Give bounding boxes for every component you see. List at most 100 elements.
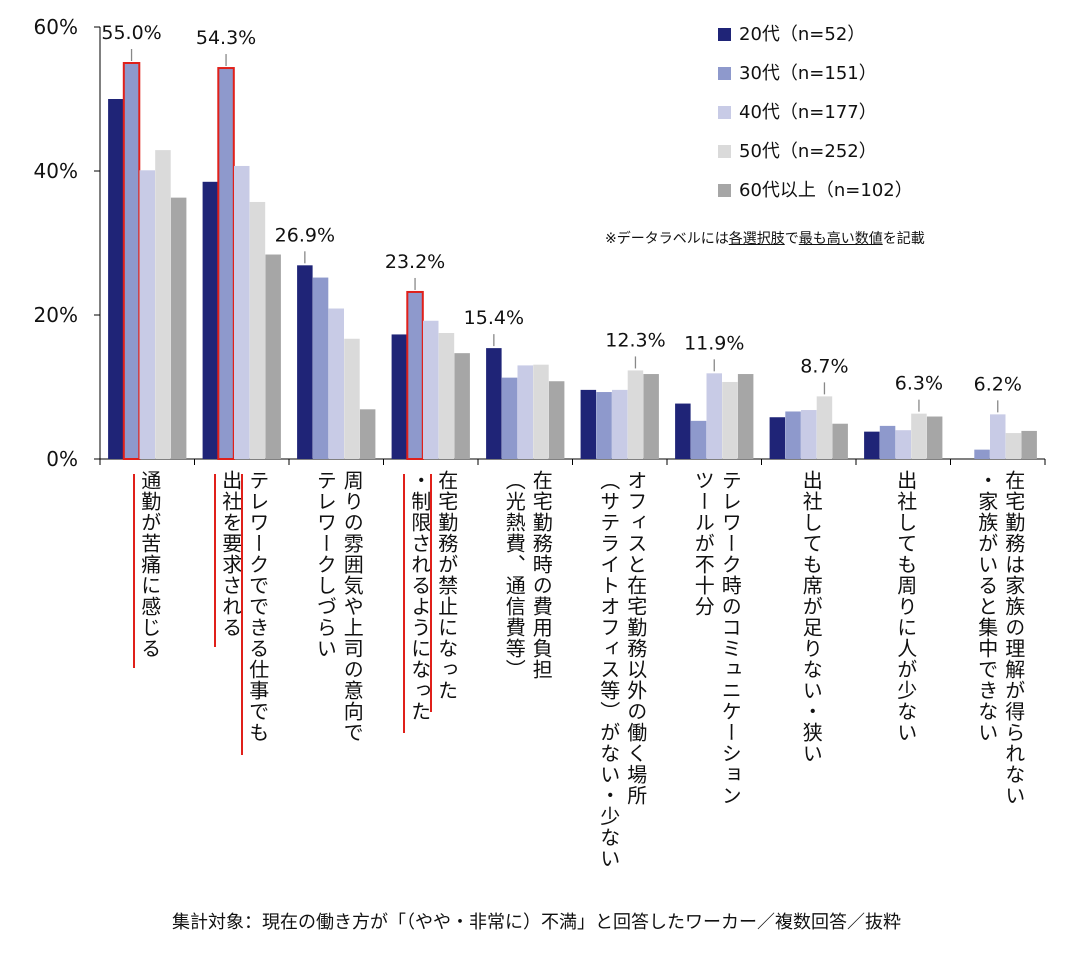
- bar: [344, 338, 360, 459]
- bar: [155, 150, 171, 459]
- category-label: テレワークでできる仕事でも 出社を要求される: [217, 470, 271, 743]
- category-label: 通勤が苦痛に感じる: [136, 470, 163, 659]
- y-tick-label: 40%: [34, 159, 78, 183]
- category-label-line: テレワークでできる仕事でも: [245, 470, 270, 743]
- bar: [832, 423, 848, 459]
- category-label-line: テレワーク時のコミュニケーション: [718, 470, 743, 806]
- legend-label: 50代（n=252）: [739, 141, 877, 162]
- category-underline: [429, 474, 432, 712]
- bar: [312, 277, 329, 459]
- bar: [359, 409, 376, 459]
- legend-label: 60代以上（n=102）: [739, 180, 913, 201]
- data-label: 55.0%: [101, 22, 161, 44]
- note-prefix: ※データラベルには: [605, 231, 729, 247]
- bar: [454, 353, 470, 459]
- bar: [123, 63, 140, 459]
- note-underline-2: 最も高い数値: [798, 231, 883, 247]
- category-label-line: 出社しても席が足りない・狭い: [799, 470, 824, 764]
- legend-item: 20代（n=52）: [718, 20, 865, 46]
- bar: [926, 416, 943, 459]
- bar: [234, 165, 250, 459]
- category-underline: [240, 474, 243, 755]
- bar-highlight: [406, 290, 424, 460]
- bar: [580, 389, 597, 459]
- bar: [297, 265, 313, 459]
- data-label: 12.3%: [605, 329, 665, 351]
- note-suffix: を記載: [882, 231, 925, 247]
- data-label: 6.2%: [974, 373, 1022, 395]
- bar: [690, 420, 707, 459]
- bar: [612, 389, 628, 459]
- legend-label: 30代（n=151）: [739, 63, 877, 84]
- category-label-line: 在宅勤務が禁止になった: [434, 470, 459, 701]
- category-label: 出社しても周りに人が少ない: [892, 470, 919, 743]
- bar: [675, 403, 691, 459]
- bar: [596, 392, 612, 459]
- bar-highlight: [122, 62, 141, 460]
- data-label: 11.9%: [684, 332, 744, 354]
- category-label: テレワーク時のコミュニケーション ツールが不十分: [689, 470, 743, 806]
- bar: [911, 413, 927, 459]
- bar: [816, 396, 833, 459]
- bar: [1005, 433, 1022, 459]
- bar: [218, 68, 234, 459]
- category-label-line: （サテライトオフィス等）がない・少ない: [596, 470, 621, 869]
- bar-highlight: [217, 67, 235, 460]
- category-label-line: 通勤が苦痛に感じる: [137, 470, 162, 659]
- data-label: 15.4%: [464, 307, 524, 329]
- category-label: オフィスと在宅勤務以外の働く場所 （サテライトオフィス等）がない・少ない: [595, 470, 649, 869]
- legend-swatch: [718, 184, 731, 197]
- note-mid: で: [784, 231, 799, 247]
- note-underline-1: 各選択肢: [728, 231, 785, 247]
- bar: [737, 374, 754, 459]
- bar: [722, 381, 738, 459]
- category-label-line: 出社を要求される: [218, 470, 243, 638]
- bar: [879, 425, 896, 459]
- legend-swatch: [718, 145, 731, 158]
- category-label-line: オフィスと在宅勤務以外の働く場所: [623, 470, 648, 806]
- legend-item: 50代（n=252）: [718, 137, 877, 163]
- data-label: 6.3%: [895, 373, 943, 395]
- category-label-line: （光熱費、通信費等）: [502, 470, 527, 680]
- category-label: 周りの雰囲気や上司の意向で テレワークしづらい: [311, 470, 365, 743]
- category-label-line: ツールが不十分: [691, 470, 716, 617]
- bar: [801, 410, 817, 459]
- bar: [391, 334, 408, 459]
- category-label: 在宅勤務が禁止になった ・制限されるようになった: [406, 470, 460, 722]
- legend-swatch: [718, 28, 731, 41]
- bar: [202, 181, 219, 460]
- data-label: 23.2%: [385, 251, 445, 273]
- category-underline: [132, 474, 135, 669]
- category-label-line: 在宅勤務は家族の理解が得られない: [1001, 470, 1026, 806]
- category-label-line: 周りの雰囲気や上司の意向で: [340, 470, 365, 743]
- bar: [785, 411, 801, 459]
- legend-label: 20代（n=52）: [739, 24, 866, 45]
- bar: [1021, 430, 1037, 459]
- category-label-line: テレワークしづらい: [313, 470, 338, 659]
- category-label-line: 出社しても周りに人が少ない: [893, 470, 918, 743]
- bar: [769, 417, 786, 459]
- bar: [517, 365, 533, 459]
- category-label: 在宅勤務は家族の理解が得られない ・家族がいると集中できない: [973, 470, 1027, 806]
- y-tick-label: 20%: [34, 303, 78, 327]
- data-label: 8.7%: [800, 355, 848, 377]
- bar: [627, 370, 644, 459]
- bar: [438, 333, 455, 459]
- category-label: 出社しても席が足りない・狭い: [797, 470, 824, 764]
- bar: [328, 308, 344, 459]
- y-tick-label: 0%: [46, 447, 78, 471]
- bar: [895, 430, 911, 459]
- bar: [249, 201, 266, 459]
- bar: [864, 431, 880, 459]
- legend-item: 60代以上（n=102）: [718, 176, 913, 202]
- category-label-line: ・制限されるようになった: [407, 470, 432, 722]
- bar: [170, 197, 187, 459]
- legend-swatch: [718, 106, 731, 119]
- category-label: 在宅勤務時の費用負担 （光熱費、通信費等）: [500, 470, 554, 680]
- bar: [990, 414, 1006, 459]
- category-label-line: ・家族がいると集中できない: [974, 470, 999, 743]
- bar: [548, 381, 565, 459]
- bar: [139, 170, 155, 459]
- data-label: 26.9%: [275, 224, 335, 246]
